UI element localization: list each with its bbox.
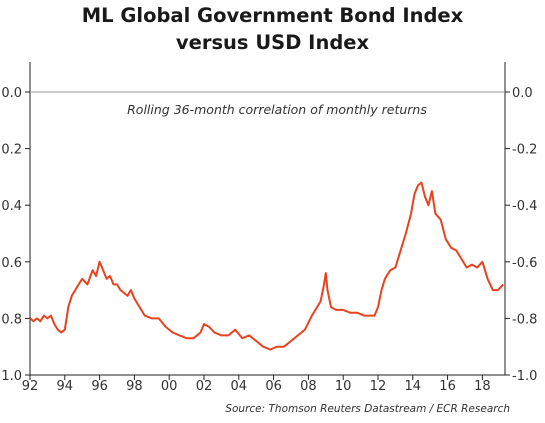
x-tick-label: 92 — [22, 379, 39, 394]
x-tick-label: 10 — [335, 379, 352, 394]
y-tick-label-left: 0.6 — [1, 256, 22, 271]
y-tick-label-left: 0.2 — [1, 143, 22, 158]
series-line — [29, 181, 505, 351]
x-tick-label: 12 — [370, 379, 387, 394]
y-tick-label-right: -0.8 — [512, 312, 537, 327]
x-tick-label: 04 — [231, 379, 248, 394]
chart-subtitle: versus USD Index — [175, 31, 370, 54]
x-tick-label: 02 — [196, 379, 213, 394]
x-tick-label: 96 — [91, 379, 108, 394]
y-tick-label-left: 0.0 — [1, 86, 22, 101]
y-tick-label-right: -0.4 — [512, 199, 537, 214]
x-tick-label: 06 — [265, 379, 282, 394]
x-tick-label: 14 — [405, 379, 422, 394]
y-tick-label-left: 1.0 — [1, 369, 22, 384]
x-tick-label: 16 — [439, 379, 456, 394]
chart-title: ML Global Government Bond Index — [81, 4, 464, 27]
y-tick-label-right: -0.6 — [512, 256, 537, 271]
y-tick-label-left: 0.8 — [1, 312, 22, 327]
x-tick-label: 00 — [161, 379, 178, 394]
x-tick-label: 08 — [300, 379, 317, 394]
y-tick-label-right: -0.2 — [512, 143, 537, 158]
y-tick-label-right: 0.0 — [512, 86, 533, 101]
chart-annotation: Rolling 36-month correlation of monthly … — [127, 102, 427, 117]
y-tick-label-right: -1.0 — [512, 369, 537, 384]
x-tick-label: 18 — [474, 379, 491, 394]
source-note: Source: Thomson Reuters Datastream / ECR… — [225, 403, 510, 415]
x-tick-label: 94 — [57, 379, 74, 394]
y-tick-label-left: 0.4 — [1, 199, 22, 214]
x-tick-label: 98 — [126, 379, 143, 394]
